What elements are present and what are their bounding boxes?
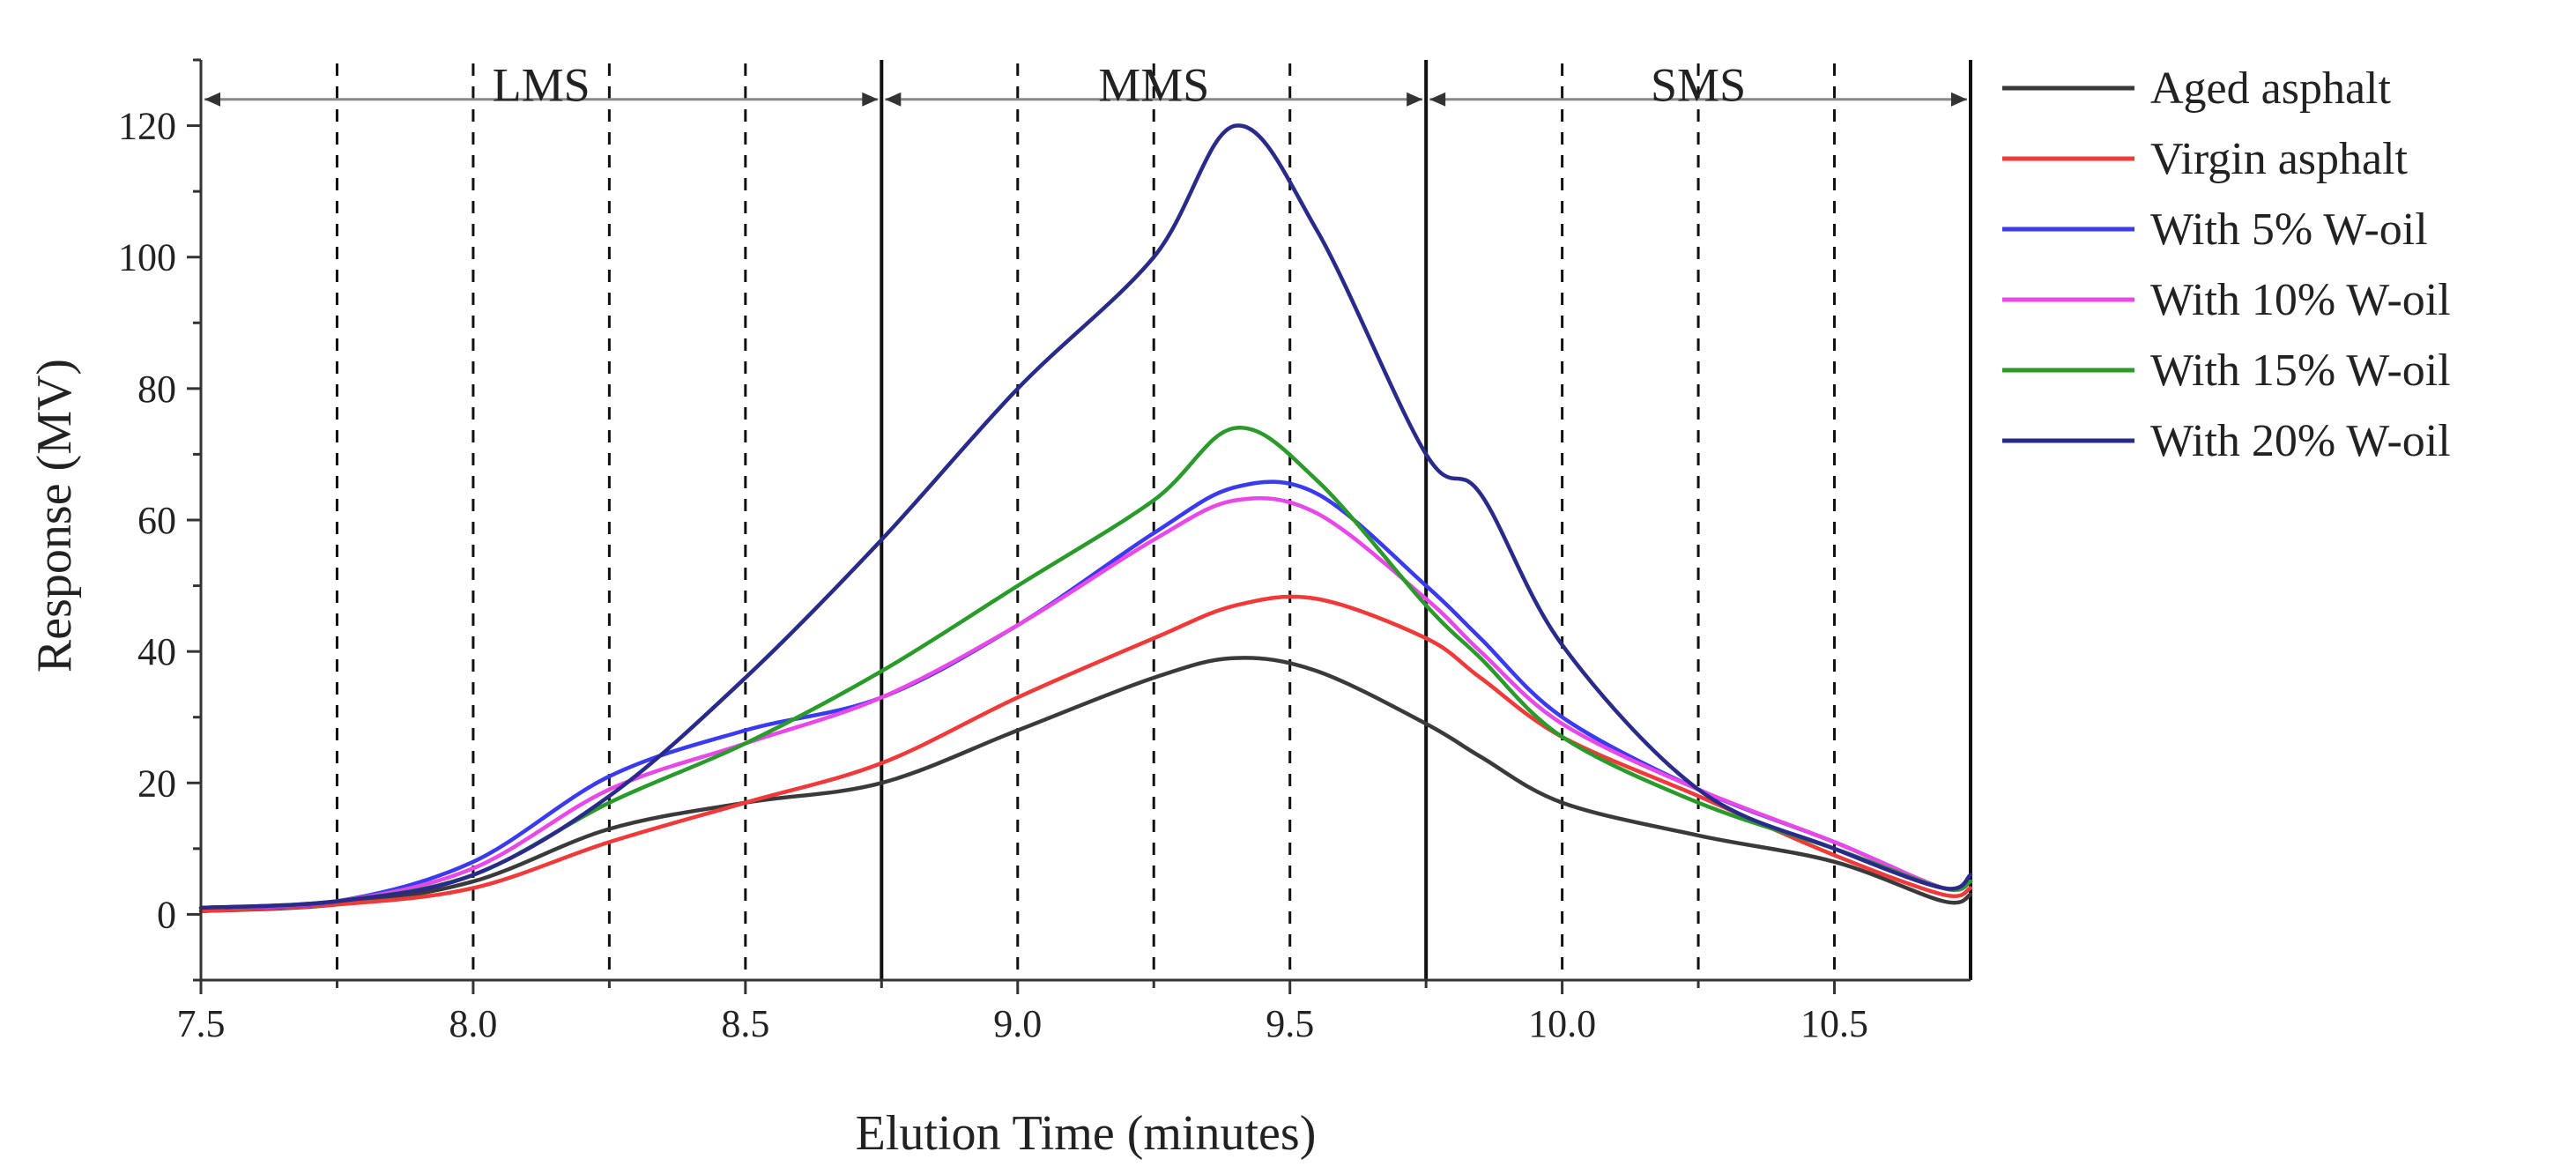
legend: Aged asphalt Virgin asphalt With 5% W-oil W… — [2002, 63, 2451, 466]
y-tick-label-2: 40 — [137, 630, 176, 673]
region-label-lms: LMS — [493, 59, 590, 112]
series-line-virgin-asphalt — [198, 594, 1973, 913]
legend-label-with-5pct-w-oil: With 5% W-oil — [2150, 204, 2428, 255]
series-line-with-20pct-w-oil — [198, 123, 1973, 910]
legend-label-with-20pct-w-oil: With 20% W-oil — [2150, 416, 2451, 466]
x-tick-label-5: 10.0 — [1528, 1002, 1596, 1045]
region-arrow-right-head-1 — [1407, 92, 1423, 107]
series-line-aged-asphalt — [198, 656, 1973, 913]
y-tick-label-3: 60 — [137, 499, 176, 542]
region-arrow-right-head-2 — [1951, 92, 1967, 107]
x-tick-label-1: 8.0 — [449, 1002, 497, 1045]
y-tick-label-5: 100 — [118, 236, 176, 279]
axes-layer: 7.5 8.0 8.5 9.0 9.5 10.0 10.5 0 20 40 60 80 100 120 — [118, 58, 1971, 1045]
region-arrow-left-head-2 — [1429, 92, 1446, 107]
region-label-sms: SMS — [1651, 59, 1746, 112]
region-arrow-right-head-0 — [862, 92, 879, 107]
y-tick-label-0: 0 — [157, 893, 176, 936]
series-layer — [198, 123, 1973, 913]
x-tick-label-4: 9.5 — [1266, 1002, 1314, 1045]
region-arrow-left-head-1 — [885, 92, 902, 107]
x-tick-label-0: 7.5 — [177, 1002, 226, 1045]
region-label-mms: MMS — [1098, 59, 1209, 112]
legend-label-aged-asphalt: Aged asphalt — [2150, 63, 2391, 114]
region-layer: LMS MMS SMS — [204, 59, 1972, 980]
x-tick-label-2: 8.5 — [721, 1002, 769, 1045]
y-tick-label-1: 20 — [137, 762, 176, 805]
x-tick-label-3: 9.0 — [993, 1002, 1042, 1045]
y-tick-label-4: 80 — [137, 368, 176, 411]
region-arrow-left-head-0 — [204, 92, 220, 107]
legend-label-with-15pct-w-oil: With 15% W-oil — [2150, 346, 2451, 396]
y-axis-title: Response (MV) — [27, 359, 82, 672]
legend-label-virgin-asphalt: Virgin asphalt — [2150, 134, 2409, 184]
x-tick-label-6: 10.5 — [1800, 1002, 1868, 1045]
legend-label-with-10pct-w-oil: With 10% W-oil — [2150, 275, 2451, 325]
y-tick-label-6: 120 — [118, 105, 176, 148]
x-axis-title: Elution Time (minutes) — [856, 1106, 1317, 1161]
